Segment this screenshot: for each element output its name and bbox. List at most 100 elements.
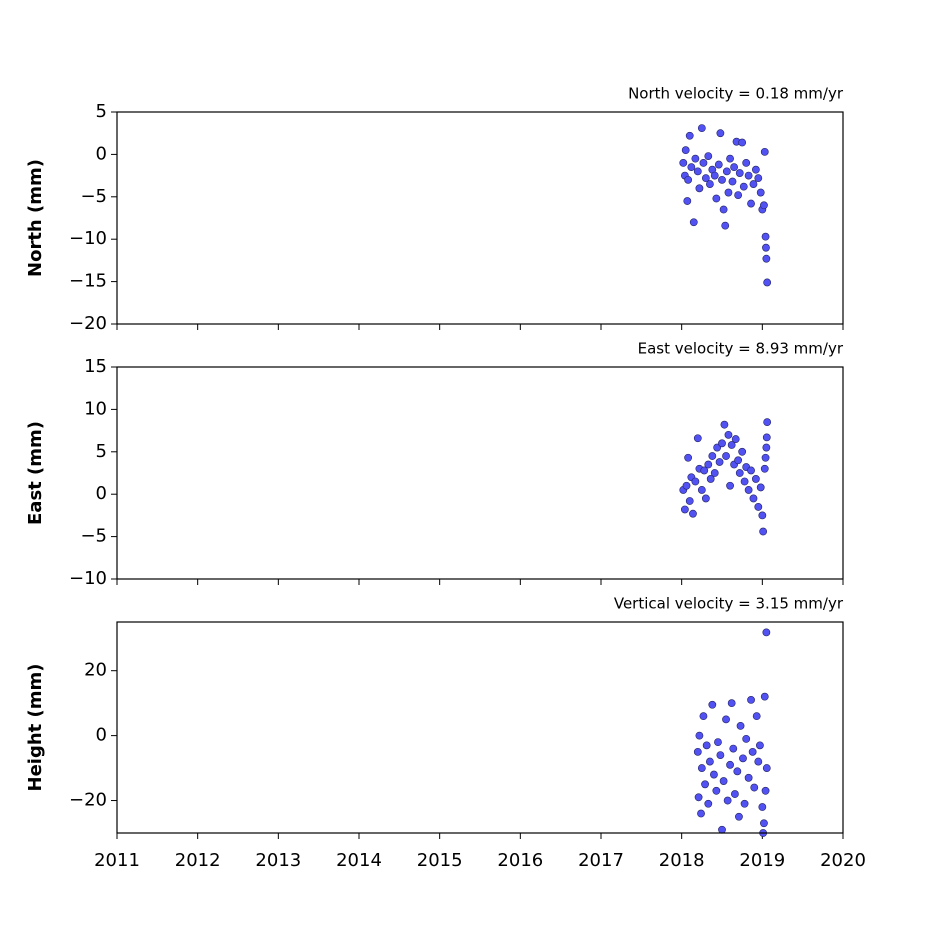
data-point [742, 158, 751, 167]
x-tick-label: 2016 [497, 850, 543, 871]
data-point [760, 464, 769, 473]
data-point [695, 731, 704, 740]
data-point [689, 218, 698, 227]
data-point [760, 692, 769, 701]
data-point [758, 803, 767, 811]
data-point [715, 458, 724, 466]
data-point [762, 443, 771, 452]
data-point [735, 169, 744, 177]
data-point [719, 777, 728, 785]
data-point [712, 194, 721, 203]
data-point [726, 154, 734, 163]
y-tick-label: 10 [84, 398, 107, 419]
data-point [716, 129, 725, 138]
y-tick-label: −15 [69, 271, 107, 292]
data-point [762, 254, 771, 263]
data-point [739, 182, 748, 191]
y-tick-label: −10 [69, 228, 107, 249]
data-point [763, 278, 772, 287]
y-tick-label: −5 [80, 526, 107, 547]
data-point [718, 825, 726, 834]
x-tick-label: 2019 [739, 850, 785, 871]
data-point [697, 809, 705, 818]
data-point [716, 751, 725, 759]
data-point [735, 469, 744, 477]
data-point [701, 174, 710, 183]
axes-frame [116, 621, 844, 834]
data-point [738, 138, 747, 147]
data-point [748, 747, 757, 756]
x-tick-label: 2018 [659, 850, 705, 871]
data-point [734, 456, 743, 465]
data-point [681, 146, 690, 155]
data-point [740, 477, 749, 486]
data-point [718, 439, 726, 448]
data-point [708, 700, 717, 709]
data-point [744, 773, 753, 782]
y-tick-label: 5 [96, 441, 107, 462]
data-point [687, 163, 696, 172]
data-point [760, 147, 769, 156]
data-point [679, 158, 688, 167]
data-point [734, 191, 743, 200]
axes-frame [116, 111, 844, 325]
data-point [706, 757, 714, 766]
data-point [731, 790, 739, 798]
data-point [727, 699, 736, 708]
data-point [739, 754, 747, 763]
data-point [728, 177, 737, 186]
data-point [760, 819, 768, 828]
data-point [718, 175, 726, 184]
data-point [726, 760, 734, 769]
data-point [754, 757, 763, 766]
data-point [719, 205, 728, 214]
data-point [693, 434, 702, 443]
data-point [759, 527, 768, 536]
data-point [749, 494, 758, 503]
x-tick-label: 2015 [417, 850, 463, 871]
data-point [762, 628, 771, 637]
data-point [683, 197, 692, 205]
data-point [712, 786, 721, 795]
data-point [760, 201, 768, 210]
x-tick-label: 2020 [820, 850, 866, 871]
data-point [693, 167, 702, 176]
data-point [738, 447, 747, 456]
data-point [750, 783, 759, 792]
data-point [697, 486, 706, 494]
data-point [704, 799, 713, 808]
data-point [744, 486, 753, 494]
panel-title: Vertical velocity = 3.15 mm/yr [614, 595, 844, 613]
y-axis-label: East (mm) [25, 421, 46, 525]
data-point [699, 158, 708, 167]
data-point [730, 163, 738, 172]
data-point [684, 453, 693, 462]
data-point [733, 767, 742, 776]
data-point [700, 466, 709, 475]
data-point [724, 188, 733, 197]
data-point [722, 715, 730, 724]
data-point [749, 180, 758, 188]
data-point [708, 452, 717, 460]
data-point [721, 221, 730, 230]
data-point [754, 503, 763, 511]
data-point [756, 188, 765, 197]
x-tick-label: 2011 [94, 850, 140, 871]
data-point [706, 475, 715, 483]
data-point [722, 452, 730, 460]
data-point [740, 799, 749, 808]
data-point [685, 131, 694, 140]
data-point [710, 171, 719, 180]
data-point [747, 696, 755, 704]
data-point [744, 171, 753, 180]
panel-title: North velocity = 0.18 mm/yr [628, 85, 844, 103]
x-tick-label: 2014 [336, 850, 382, 871]
data-point [736, 721, 745, 730]
data-point [747, 466, 755, 475]
data-point [735, 812, 743, 821]
y-tick-label: 0 [96, 725, 107, 746]
data-point [684, 175, 693, 184]
data-point [704, 152, 713, 160]
y-axis-label: Height (mm) [25, 664, 46, 792]
data-point [751, 165, 760, 174]
